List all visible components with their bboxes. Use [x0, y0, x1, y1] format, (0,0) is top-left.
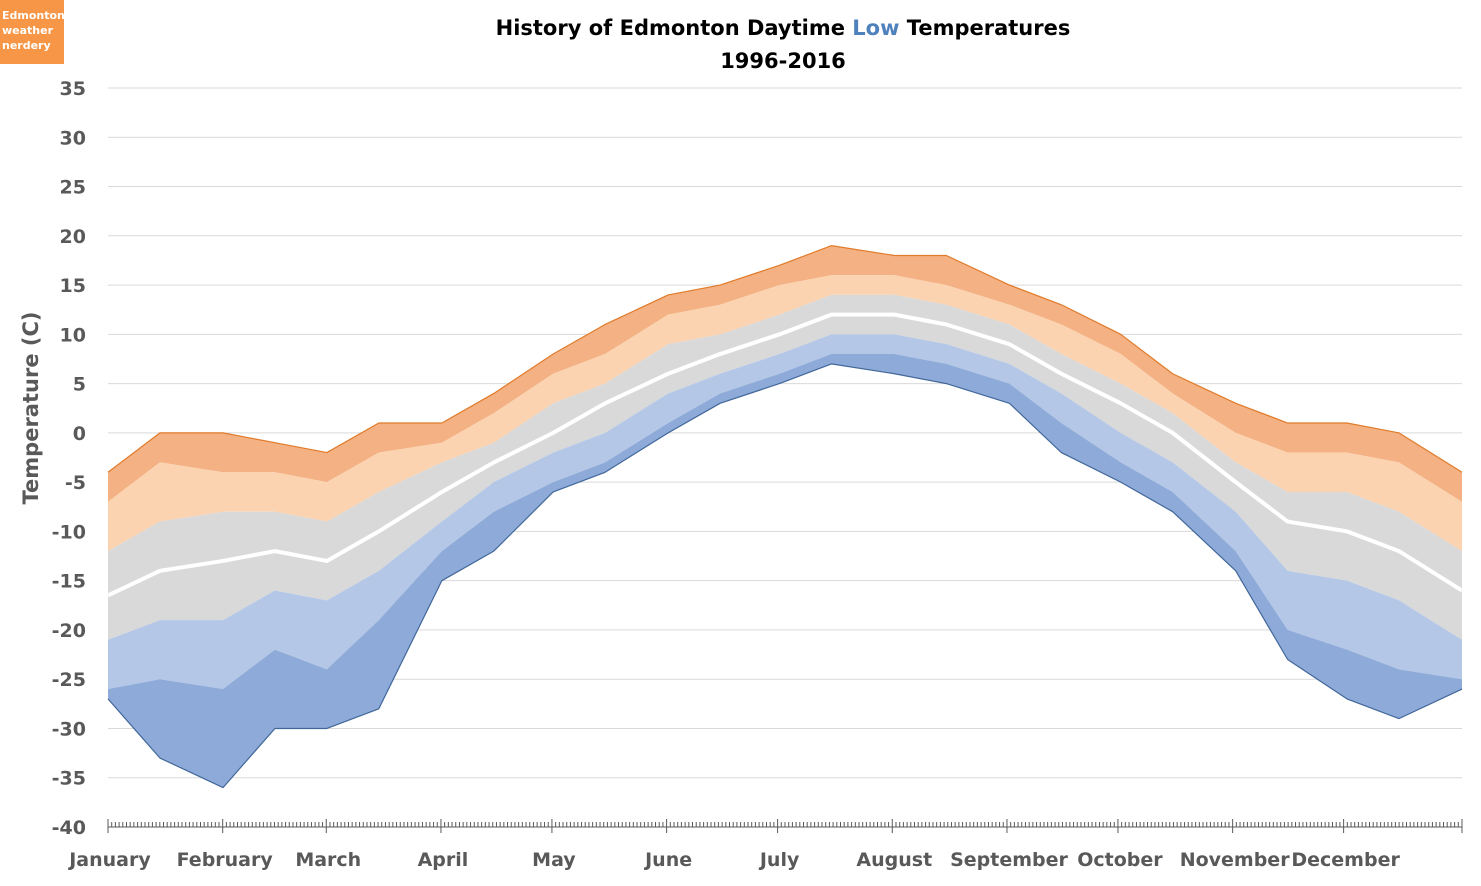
x-tick-label: March [295, 849, 361, 871]
y-tick-label: 20 [60, 226, 86, 248]
y-tick-label: -25 [52, 669, 86, 691]
min-line [107, 363, 1463, 789]
y-tick-label: 35 [60, 78, 86, 100]
x-tick-label: November [1180, 849, 1291, 871]
y-tick-label: -40 [52, 817, 86, 839]
y-tick-label: -30 [52, 718, 86, 740]
title-highlight: Low [852, 16, 899, 40]
x-tick-label: May [532, 849, 576, 871]
logo-line: nerdery [2, 39, 51, 52]
x-tick-label: August [856, 849, 932, 871]
y-tick-label: -10 [52, 521, 86, 543]
percentile-band-0 [108, 245, 1462, 502]
x-tick-label: September [950, 849, 1068, 871]
chart-subtitle: 1996-2016 [720, 49, 846, 73]
x-tick-label: January [67, 849, 151, 871]
logo-line: weather [2, 24, 54, 37]
title-part: Temperatures [900, 16, 1071, 40]
x-tick-label: July [758, 849, 800, 871]
percentile-band-3 [108, 314, 1462, 640]
y-tick-label: -20 [52, 620, 86, 642]
percentile-band-1 [108, 275, 1462, 552]
y-tick-label: 10 [60, 324, 86, 346]
logo: Edmonton weather nerdery [0, 0, 65, 64]
y-tick-label: 15 [60, 275, 86, 297]
percentile-band-5 [108, 354, 1462, 788]
x-tick-label: June [643, 849, 692, 871]
x-tick-label: April [418, 849, 469, 871]
y-tick-label: -15 [52, 571, 86, 593]
percentile-band-4 [108, 334, 1462, 690]
x-tick-label: February [177, 849, 274, 871]
max-line [107, 245, 1463, 473]
logo-line: Edmonton [2, 9, 65, 22]
x-tick-label: October [1077, 849, 1163, 871]
y-tick-label: -5 [65, 472, 86, 494]
y-tick-label: 5 [73, 374, 86, 396]
y-axis-label: Temperature (C) [19, 312, 43, 505]
x-tick-label: December [1291, 849, 1400, 871]
y-tick-label: 30 [60, 127, 86, 149]
y-tick-label: 0 [73, 423, 86, 445]
median-line [107, 312, 1464, 598]
y-tick-label: -35 [52, 768, 86, 790]
chart-title: History of Edmonton Daytime Low Temperat… [496, 16, 1071, 40]
y-tick-label: 25 [60, 177, 86, 199]
title-part: History of Edmonton Daytime [496, 16, 853, 40]
